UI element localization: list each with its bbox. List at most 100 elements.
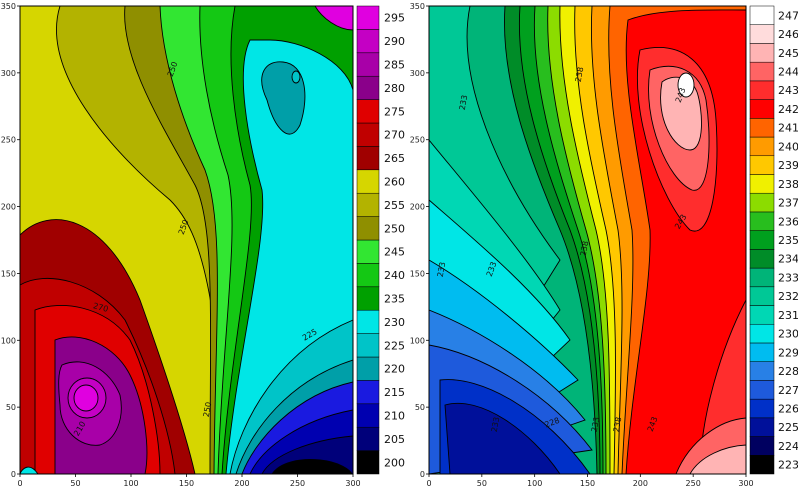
right-y-axis: 0 50 100 150 200 250 300 350 — [410, 2, 429, 479]
left-y-tick-label: 200 — [1, 203, 16, 212]
left-colorbar-swatch — [356, 309, 380, 334]
right-x-tick-label: 100 — [527, 479, 542, 488]
right-colorbar-label: 233 — [778, 271, 798, 284]
left-field-200 — [271, 459, 353, 474]
left-colorbar-label: 235 — [384, 293, 405, 306]
left-colorbar-swatch — [356, 75, 380, 100]
left-colorbar-label: 260 — [384, 176, 405, 189]
left-y-tick-label: 350 — [1, 2, 16, 11]
left-colorbar-swatch — [356, 426, 380, 451]
right-colorbar-label: 241 — [778, 122, 798, 135]
right-colorbar-swatch — [749, 80, 775, 100]
left-colorbar-swatch — [356, 192, 380, 217]
left-plot-area — [20, 6, 353, 474]
right-colorbar-label: 228 — [778, 365, 798, 378]
right-colorbar-swatch — [749, 136, 775, 157]
right-colorbar-swatch — [749, 192, 775, 213]
right-colorbar-swatch — [749, 455, 775, 475]
right-contour-label: 233 — [436, 261, 448, 278]
right-x-tick-label: 300 — [738, 479, 753, 488]
right-contour-label: 233 — [490, 416, 502, 433]
left-colorbar-label: 285 — [384, 59, 405, 72]
left-contour-label: 270 — [92, 301, 109, 314]
left-colorbar-swatch — [356, 263, 380, 288]
right-colorbar-swatch — [749, 380, 775, 400]
right-colorbar-label: 231 — [778, 309, 798, 322]
right-colorbar-label: 225 — [778, 421, 798, 434]
left-x-tick-label: 0 — [17, 479, 22, 488]
left-x-tick-label: 150 — [179, 479, 194, 488]
right-colorbar-swatch — [749, 286, 775, 306]
right-field-247 — [677, 72, 695, 98]
left-colorbar-swatch — [356, 403, 380, 428]
left-colorbar-label: 270 — [384, 129, 405, 142]
right-colorbar-label: 223 — [778, 459, 798, 472]
right-colorbar-swatch — [749, 118, 775, 138]
right-colorbar-label: 243 — [778, 84, 798, 97]
right-colorbar-label: 230 — [778, 328, 798, 341]
left-colorbar-label: 220 — [384, 363, 405, 376]
left-x-tick-label: 300 — [345, 479, 360, 488]
left-colorbar-label: 280 — [384, 82, 405, 95]
left-y-axis: 0 50 100 150 200 250 300 350 — [1, 2, 20, 479]
left-y-tick-label: 150 — [1, 269, 16, 278]
left-y-tick-label: 50 — [6, 403, 16, 412]
right-contour-label: 233 — [458, 94, 470, 111]
right-y-tick-label: 100 — [410, 336, 425, 345]
left-colorbar-swatch — [356, 146, 380, 171]
right-colorbar-swatch — [749, 267, 775, 288]
right-y-tick-label: 350 — [410, 2, 425, 11]
left-y-tick-label: 300 — [1, 69, 16, 78]
right-colorbar-swatch — [749, 436, 775, 456]
right-colorbar-label: 224 — [778, 440, 798, 453]
left-colorbar-label: 290 — [384, 35, 405, 48]
right-colorbar-label: 232 — [778, 290, 798, 303]
right-colorbar-label: 237 — [778, 197, 798, 210]
left-colorbar-swatch — [356, 216, 380, 241]
left-contour-label: 250 — [202, 401, 214, 418]
left-colorbar-swatch — [356, 286, 380, 311]
right-colorbar-swatch — [749, 323, 775, 344]
right-colorbar-swatch — [749, 174, 775, 194]
right-x-tick-label: 150 — [580, 479, 595, 488]
right-colorbar-swatch — [749, 211, 775, 231]
left-colorbar-label: 275 — [384, 105, 405, 118]
left-colorbar-label: 225 — [384, 339, 405, 352]
right-colorbar-swatch — [749, 305, 775, 325]
left-colorbar-swatch — [356, 356, 380, 381]
left-colorbar-swatch — [356, 5, 380, 30]
left-colorbar-label: 200 — [384, 456, 405, 469]
right-colorbar-label: 236 — [778, 215, 798, 228]
right-colorbar-swatch — [749, 24, 775, 44]
right-contour-label: 238 — [579, 240, 591, 257]
left-x-tick-label: 100 — [123, 479, 138, 488]
right-x-tick-label: 0 — [426, 479, 431, 488]
left-colorbar-label: 295 — [384, 12, 405, 25]
left-colorbar-swatch — [356, 99, 380, 124]
left-y-tick-label: 250 — [1, 136, 16, 145]
right-colorbar-label: 247 — [778, 9, 798, 22]
right-contour-label: 233 — [590, 416, 602, 433]
right-contour-label: 238 — [612, 416, 624, 433]
right-x-tick-label: 200 — [633, 479, 648, 488]
left-colorbar: 200 205 210 215 220 225 230 235 240 245 250 255 260 2… — [356, 5, 405, 475]
left-colorbar-label: 230 — [384, 316, 405, 329]
left-x-tick-label: 250 — [290, 479, 305, 488]
right-colorbar-swatch — [749, 249, 775, 269]
right-colorbar-label: 244 — [778, 66, 798, 79]
right-x-axis: 0 50 100 150 200 250 300 — [426, 474, 754, 488]
left-colorbar-label: 245 — [384, 246, 405, 259]
left-y-tick-label: 0 — [11, 470, 16, 479]
right-y-tick-label: 200 — [410, 203, 425, 212]
right-colorbar-swatch — [749, 361, 775, 381]
left-colorbar-label: 215 — [384, 386, 405, 399]
right-y-tick-label: 150 — [410, 269, 425, 278]
left-x-axis: 0 50 100 150 200 250 300 — [17, 474, 361, 488]
right-colorbar-label: 226 — [778, 402, 798, 415]
right-contour-label: 238 — [574, 66, 586, 83]
right-colorbar-label: 245 — [778, 47, 798, 60]
right-colorbar-label: 229 — [778, 346, 798, 359]
right-colorbar-swatch — [749, 155, 775, 175]
right-colorbar-swatch — [749, 5, 775, 25]
